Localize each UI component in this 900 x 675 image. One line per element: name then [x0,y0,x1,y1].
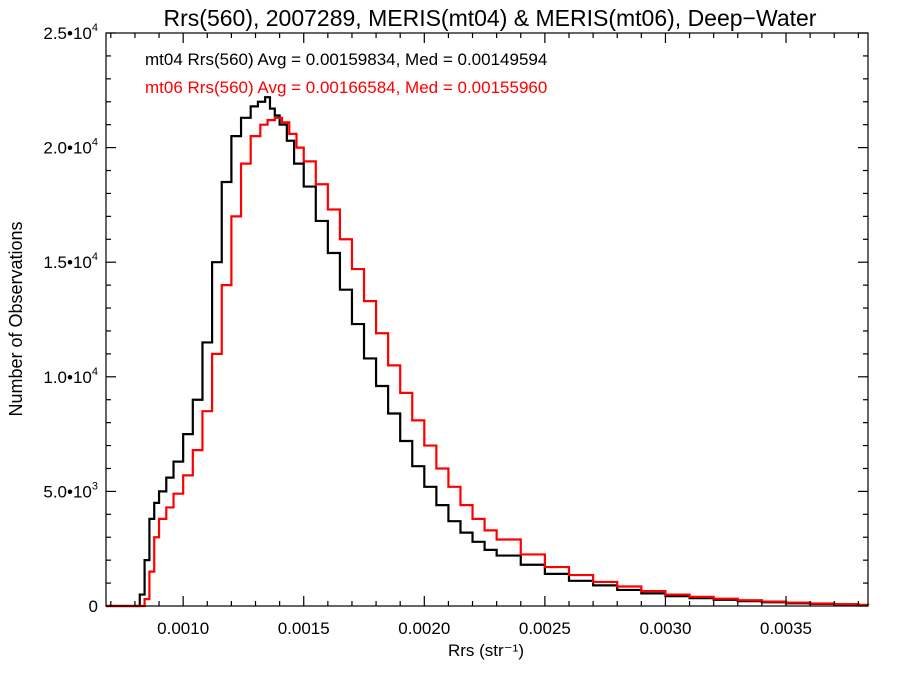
tick-marks [106,32,868,607]
x-tick-label: 0.0015 [278,619,330,638]
chart-title: Rrs(560), 2007289, MERIS(mt04) & MERIS(m… [164,5,817,31]
tick-labels: 0.0010 0.0015 0.0020 0.0025 0.0030 0.0035 0 5.0… [43,22,812,638]
x-tick-label: 0.0010 [157,619,209,638]
series-1-line [106,116,870,608]
x-tick-label: 0.0030 [639,619,691,638]
annotation-mt06-stats: mt06 Rrs(560) Avg = 0.00166584, Med = 0.… [145,78,547,97]
y-tick-label: 0 [89,597,98,616]
x-tick-label: 0.0020 [398,619,450,638]
annotation-mt04-stats: mt04 Rrs(560) Avg = 0.00159834, Med = 0.… [145,50,547,69]
series-layer [106,96,870,608]
x-tick-label: 0.0035 [760,619,812,638]
plot-frame [105,32,869,607]
x-tick-label: 0.0025 [519,619,571,638]
y-axis-label: Number of Observations [6,221,26,416]
x-axis-label: Rrs (str⁻¹) [448,641,524,660]
y-tick-label: 1.0•104 [43,366,98,387]
y-tick-label: 5.0•103 [43,480,98,501]
y-tick-label: 2.5•104 [43,22,98,43]
y-tick-label: 2.0•104 [43,137,98,158]
y-tick-label: 1.5•104 [43,251,98,272]
